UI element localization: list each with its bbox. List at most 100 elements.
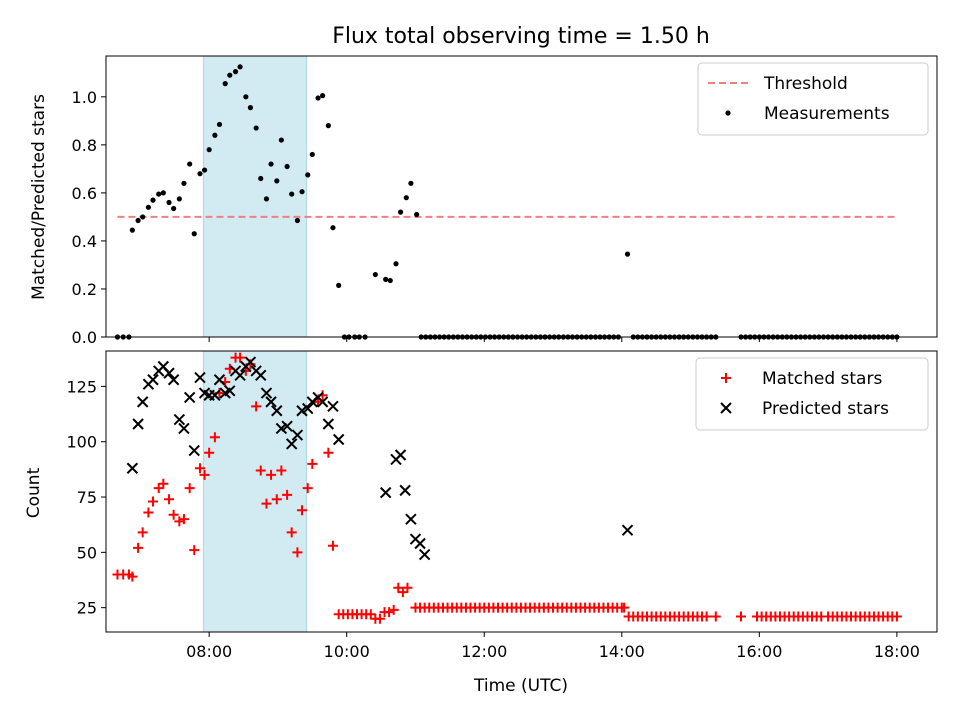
y-tick-label: 0.0 [72, 328, 97, 347]
data-point [320, 93, 326, 99]
data-point [624, 251, 631, 257]
data-point [297, 505, 308, 516]
data-point [227, 72, 233, 78]
data-point [168, 509, 179, 520]
data-point [294, 217, 301, 224]
legend-label: Predicted stars [762, 399, 889, 419]
data-point [158, 478, 169, 489]
data-point [327, 540, 338, 551]
data-point [322, 418, 335, 430]
data-point [234, 369, 246, 382]
data-point [235, 352, 246, 363]
data-point [201, 167, 208, 173]
data-point [379, 486, 392, 499]
data-point [265, 396, 277, 408]
x-tick-label: 14:00 [599, 642, 645, 661]
x-tick-label: 16:00 [736, 642, 782, 661]
x-tick-label: 18:00 [874, 642, 920, 661]
chart-title: Flux total observing time = 1.50 h [332, 24, 710, 49]
legend-entry: Threshold [708, 74, 848, 94]
data-point [309, 151, 315, 158]
data-point [299, 189, 305, 195]
series-predicted-stars [126, 356, 634, 561]
data-point [255, 465, 266, 476]
data-point [199, 469, 210, 480]
y-tick-label: 125 [66, 377, 97, 396]
data-point [271, 494, 282, 505]
legend-box [695, 357, 929, 431]
y-tick-label: 1.0 [72, 88, 97, 107]
data-point [315, 95, 321, 101]
legend-box [697, 62, 929, 136]
data-point [278, 137, 284, 143]
data-point [291, 429, 304, 441]
data-point [143, 507, 154, 518]
y-tick-label: 25 [77, 599, 97, 618]
data-point [325, 123, 331, 129]
data-point [209, 432, 220, 443]
ylabel-top: Matched/Predicted stars [29, 94, 49, 300]
data-point [388, 604, 399, 615]
data-point [285, 438, 298, 450]
data-point [178, 514, 189, 525]
y-tick-label: 100 [66, 433, 97, 452]
data-point [167, 374, 180, 386]
data-point [397, 587, 408, 598]
data-point [387, 277, 393, 284]
data-point [372, 271, 378, 278]
data-point [166, 199, 172, 206]
data-point [327, 400, 339, 413]
data-point [247, 105, 254, 111]
data-point [307, 458, 318, 469]
data-point [156, 191, 162, 197]
data-point [621, 524, 634, 536]
data-point [147, 496, 158, 507]
panel-counts: 25 50 75 100 125 08:00 10:00 12:00 14:00 16:00 18:… [24, 350, 938, 661]
data-point [183, 391, 196, 404]
y-tick-label: 75 [77, 488, 97, 507]
data-point [126, 462, 139, 474]
data-point [261, 498, 272, 509]
data-point [374, 613, 385, 624]
x-tick-label: 12:00 [461, 642, 507, 661]
data-point [191, 231, 197, 237]
data-point [216, 121, 223, 128]
y-tick-label: 0.4 [72, 232, 97, 251]
data-point [399, 484, 411, 497]
data-point [188, 444, 200, 457]
data-point [302, 402, 314, 415]
data-point [173, 413, 186, 426]
data-point [263, 196, 270, 202]
data-point [163, 367, 175, 379]
data-point [323, 447, 334, 458]
y-tick-label: 50 [77, 543, 97, 562]
data-point [286, 527, 297, 538]
data-point [204, 447, 215, 458]
data-point [281, 420, 293, 432]
data-point [129, 227, 135, 233]
y-tick-label: 0.8 [72, 136, 97, 155]
plot-frame [105, 350, 938, 633]
data-point [393, 261, 399, 267]
data-point [276, 465, 287, 476]
y-tick-label: 0.6 [72, 184, 97, 203]
x-tick-label: 08:00 [186, 642, 232, 661]
data-point [133, 542, 144, 553]
data-point [403, 195, 409, 201]
data-point [330, 225, 336, 231]
data-point [164, 494, 175, 505]
legend-bottom: Matched stars Predicted stars [695, 357, 929, 431]
data-point [153, 483, 164, 494]
data-point [213, 374, 226, 386]
data-point [891, 611, 902, 622]
data-point [237, 64, 243, 70]
data-point [266, 469, 277, 480]
data-point [147, 374, 159, 386]
data-point [194, 371, 206, 384]
data-point [127, 571, 138, 582]
plot-frame [105, 55, 938, 338]
data-point [365, 609, 376, 620]
data-point [271, 405, 283, 417]
data-point [212, 132, 218, 138]
